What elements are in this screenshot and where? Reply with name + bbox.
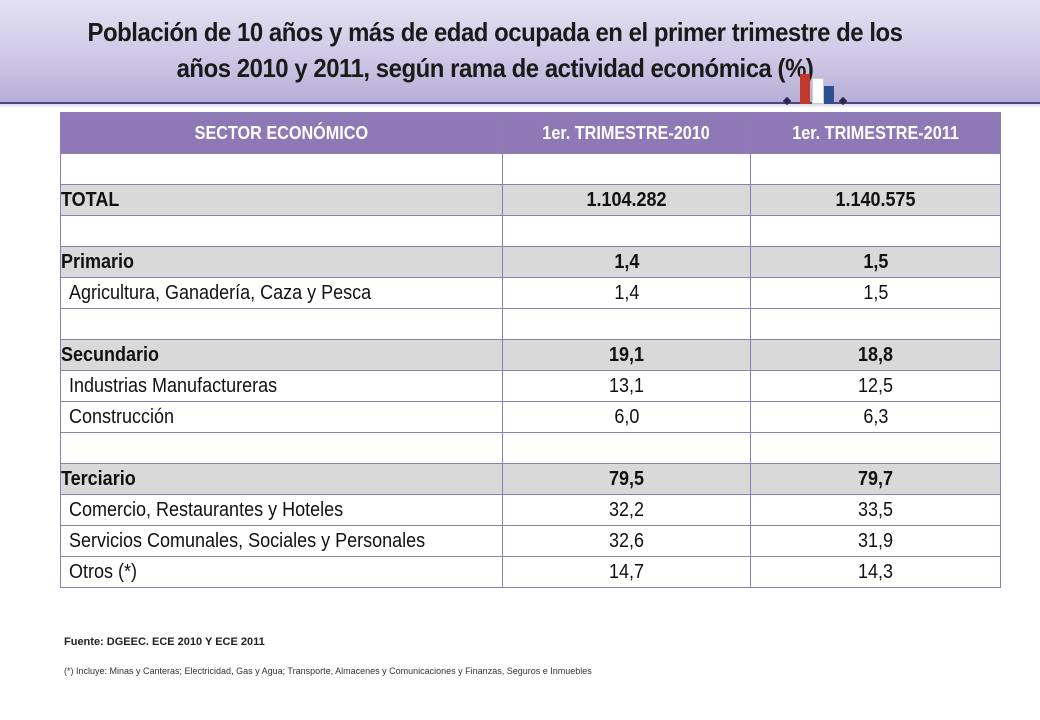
value-2010-cell: [502, 153, 751, 185]
sector-cell: Industrias Manufactureras: [60, 370, 503, 402]
value-2011-cell: 33,5: [750, 494, 1001, 526]
table-row: Otros (*) 14,7 14,3: [60, 556, 1001, 588]
value-2011-cell: [750, 432, 1001, 464]
table-header-row: SECTOR ECONÓMICO 1er. TRIMESTRE-2010 1er…: [60, 112, 1001, 154]
sector-cell: Terciario: [60, 463, 503, 495]
value-2011-cell: 1,5: [750, 277, 1001, 309]
header-2011: 1er. TRIMESTRE-2011: [750, 112, 1001, 154]
value-2011-cell: 1.140.575: [750, 184, 1001, 216]
table-row: Agricultura, Ganadería, Caza y Pesca 1,4 1…: [60, 277, 1001, 309]
value-2010-cell: 13,1: [502, 370, 751, 402]
sector-cell: Secundario: [60, 339, 503, 371]
value-2010-cell: 79,5: [502, 463, 751, 495]
sector-cell: Otros (*): [60, 556, 503, 588]
sector-cell: Primario: [60, 246, 503, 278]
value-2011-cell: 6,3: [750, 401, 1001, 433]
table-spacer-row: [60, 215, 1001, 247]
sector-cell: [60, 153, 503, 185]
value-2010-cell: [502, 215, 751, 247]
value-2010-cell: 6,0: [502, 401, 751, 433]
title-line-2: años 2010 y 2011, según rama de activida…: [176, 53, 814, 83]
table-row: Terciario 79,5 79,7: [60, 463, 1001, 495]
value-2011-cell: 14,3: [750, 556, 1001, 588]
table-row: Comercio, Restaurantes y Hoteles 32,2 33,5: [60, 494, 1001, 526]
table-row: Industrias Manufactureras 13,1 12,5: [60, 370, 1001, 402]
title-line-1: Población de 10 años y más de edad ocupa…: [87, 17, 903, 47]
table-spacer-row: [60, 308, 1001, 340]
title-banner: [0, 0, 1040, 104]
value-2010-cell: 14,7: [502, 556, 751, 588]
page-title: Población de 10 años y más de edad ocupa…: [58, 14, 932, 86]
bar-chart-icon: [782, 70, 848, 110]
sector-cell: Servicios Comunales, Sociales y Personal…: [60, 525, 503, 557]
sector-table: SECTOR ECONÓMICO 1er. TRIMESTRE-2010 1er…: [60, 112, 1001, 588]
value-2011-cell: 12,5: [750, 370, 1001, 402]
decor-diamond-right: [838, 96, 848, 106]
table-row: TOTAL 1.104.282 1.140.575: [60, 184, 1001, 216]
value-2011-cell: 1,5: [750, 246, 1001, 278]
table-spacer-row: [60, 153, 1001, 185]
sector-cell: Agricultura, Ganadería, Caza y Pesca: [60, 277, 503, 309]
table-row: Primario 1,4 1,5: [60, 246, 1001, 278]
header-sector: SECTOR ECONÓMICO: [60, 112, 503, 154]
value-2010-cell: 32,2: [502, 494, 751, 526]
table-row: Construcción 6,0 6,3: [60, 401, 1001, 433]
bar-chart-icon-blue-bar: [824, 86, 834, 104]
footnote: (*) Incluye: Minas y Canteras; Electrici…: [64, 666, 592, 676]
value-2010-cell: 32,6: [502, 525, 751, 557]
bar-chart-icon-white-bar: [812, 78, 824, 104]
table-row: Servicios Comunales, Sociales y Personal…: [60, 525, 1001, 557]
value-2011-cell: 31,9: [750, 525, 1001, 557]
table-spacer-row: [60, 432, 1001, 464]
sector-cell: [60, 308, 503, 340]
sector-cell: TOTAL: [60, 184, 503, 216]
source-note: Fuente: DGEEC. ECE 2010 Y ECE 2011: [64, 636, 265, 648]
value-2011-cell: 18,8: [750, 339, 1001, 371]
sector-cell: Construcción: [60, 401, 503, 433]
value-2011-cell: 79,7: [750, 463, 1001, 495]
value-2010-cell: [502, 308, 751, 340]
sector-cell: [60, 215, 503, 247]
sector-cell: [60, 432, 503, 464]
table-row: Secundario 19,1 18,8: [60, 339, 1001, 371]
value-2010-cell: 1.104.282: [502, 184, 751, 216]
value-2010-cell: 19,1: [502, 339, 751, 371]
value-2011-cell: [750, 153, 1001, 185]
value-2010-cell: 1,4: [502, 246, 751, 278]
bar-chart-icon-red-bar: [800, 74, 810, 104]
value-2011-cell: [750, 215, 1001, 247]
sector-cell: Comercio, Restaurantes y Hoteles: [60, 494, 503, 526]
header-2010: 1er. TRIMESTRE-2010: [502, 112, 751, 154]
banner-shadow: [0, 102, 1040, 108]
value-2011-cell: [750, 308, 1001, 340]
value-2010-cell: 1,4: [502, 277, 751, 309]
value-2010-cell: [502, 432, 751, 464]
